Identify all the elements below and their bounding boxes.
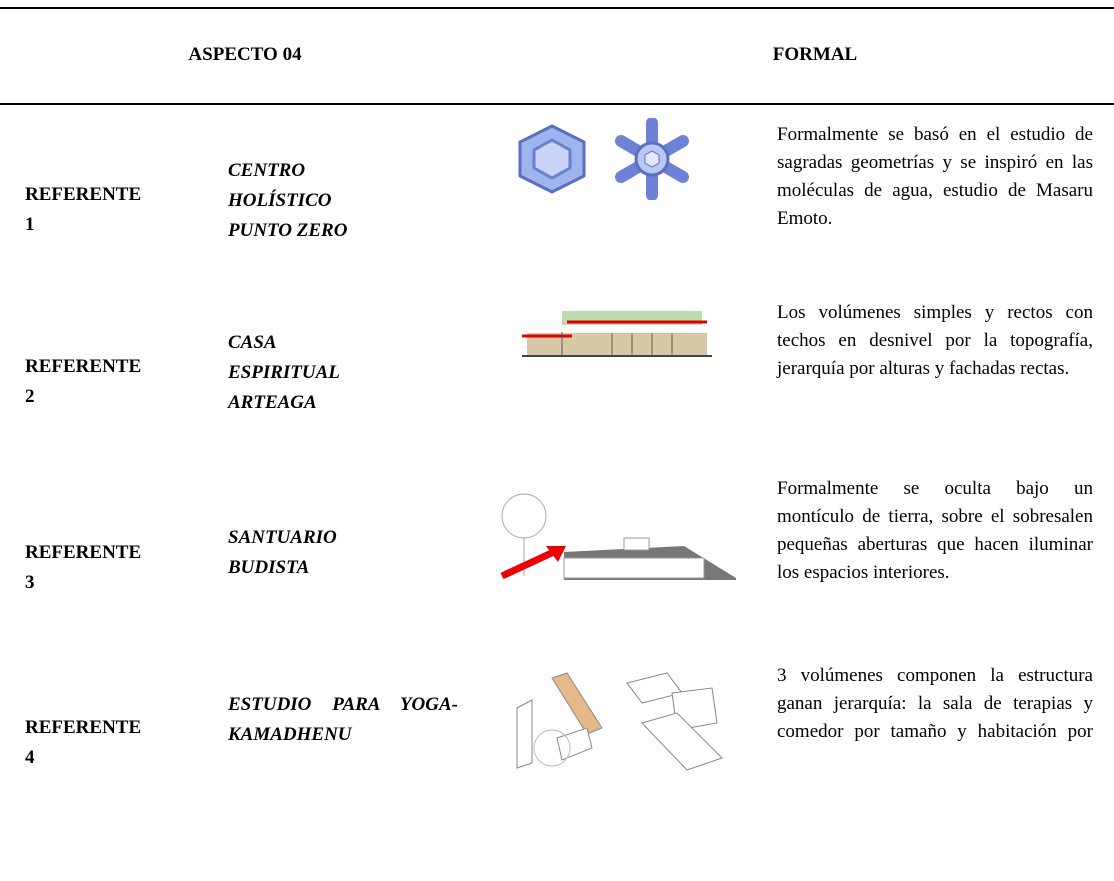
row-description: Formalmente se oculta bajo un montículo … [777,478,1093,583]
row-name: CENTRO HOLÍSTICO PUNTO ZERO [228,160,348,241]
row-name: SANTUARIO BUDISTA [228,527,337,578]
row-name: CASA ESPIRITUAL ARTEAGA [228,332,340,413]
row-description: 3 volúmenes componen la estructura ganan… [777,665,1093,742]
section-drawing [500,493,736,580]
building-elevation [522,311,712,357]
row-description: Los volúmenes simples y rectos con techo… [777,302,1093,379]
axonometric-drawing [516,672,723,771]
row-label: REFERENTE 2 [25,356,142,407]
snowflake-image [518,118,689,200]
header-cell: ASPECTO 04 [188,44,302,65]
row-label: REFERENTE 4 [25,717,142,768]
row-label: REFERENTE 1 [25,184,142,235]
header-rule [0,103,1114,105]
row-name: ESTUDIO PARA YOGA-KAMADHENU [228,694,458,745]
top-rule [0,7,1114,9]
row-description: Formalmente se basó en el estudio de sag… [777,124,1093,229]
row-label: REFERENTE 3 [25,542,142,593]
header-cell: FORMAL [772,44,858,65]
